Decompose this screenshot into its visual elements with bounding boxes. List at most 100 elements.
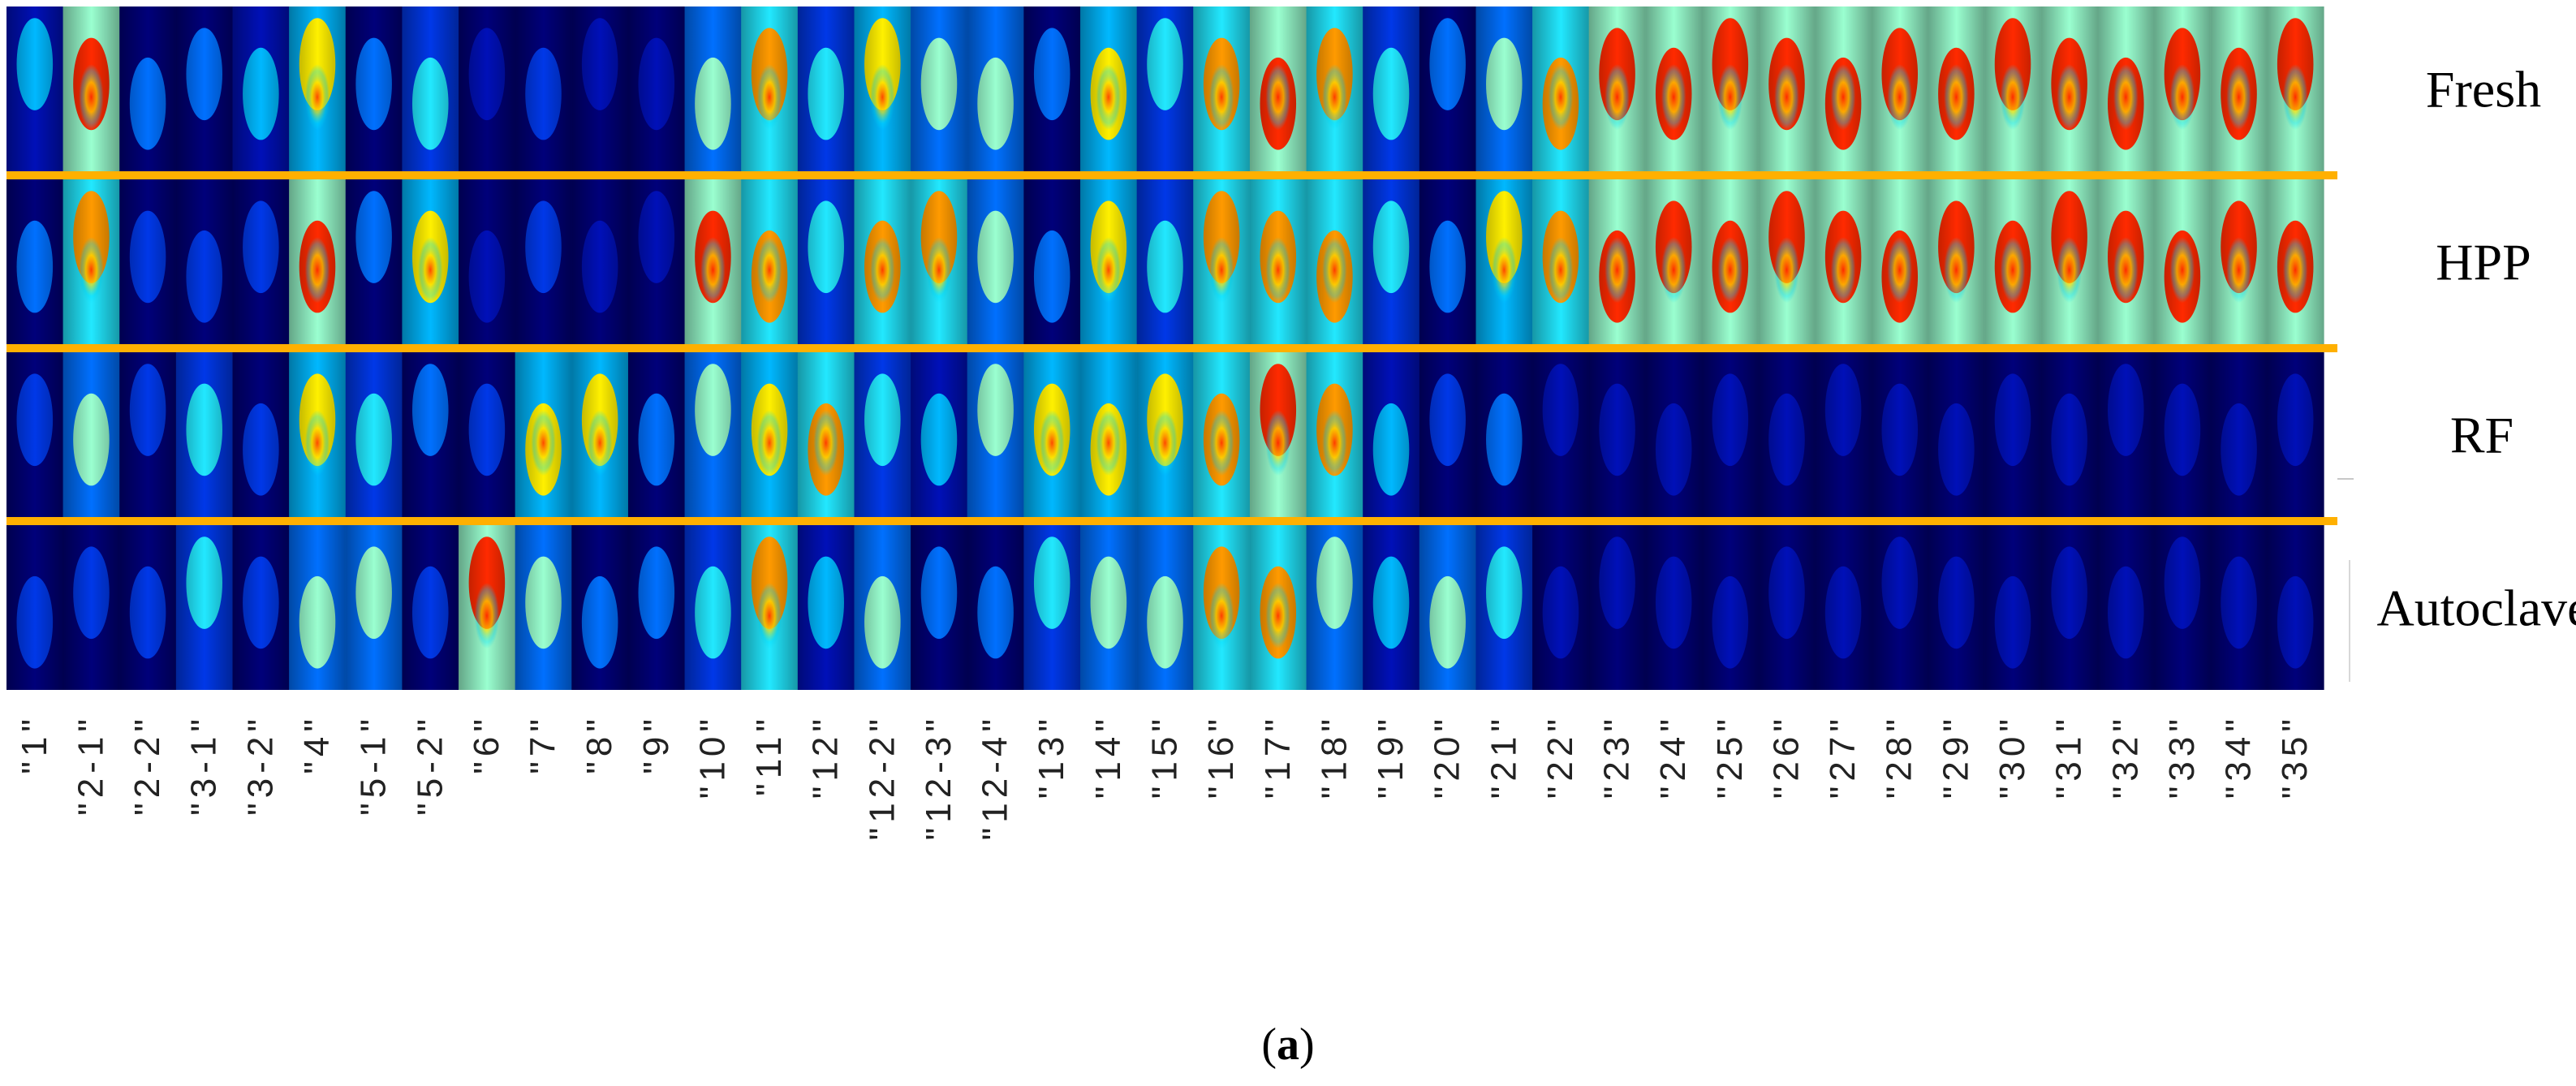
thermal-cell (911, 525, 968, 690)
thermal-cell (1363, 525, 1420, 690)
column-label: "21" (1484, 714, 1523, 799)
column-label: "23" (1597, 714, 1637, 799)
column-label: "35" (2275, 714, 2315, 799)
thermal-cell (1419, 6, 1477, 171)
thermal-cell (1023, 179, 1081, 344)
thermal-cell (967, 352, 1025, 517)
row-label-autoclave: Autoclave (2377, 580, 2576, 637)
thermal-cell (1588, 179, 1646, 344)
thermal-cell (345, 525, 403, 690)
thermal-cell (459, 6, 516, 171)
thermal-cell (1532, 179, 1590, 344)
thermal-cell (1815, 352, 1872, 517)
thermal-cell (1080, 6, 1138, 171)
thermal-cell (232, 6, 290, 171)
thermal-cell (1136, 525, 1194, 690)
thermal-cell (2040, 525, 2099, 690)
column-label: "31" (2049, 714, 2089, 799)
thermal-cell (175, 6, 234, 171)
thermal-cell (1136, 179, 1194, 344)
column-label: "18" (1314, 714, 1354, 799)
thermal-cell (402, 525, 459, 690)
thermal-cell (515, 525, 572, 690)
thermal-cell (2097, 179, 2155, 344)
thermal-cell (1645, 525, 1703, 690)
column-label: "5-2" (410, 714, 450, 816)
thermal-cell (1193, 6, 1251, 171)
thermal-cell (797, 352, 855, 517)
row-separator (6, 344, 2337, 352)
thermal-cell (2210, 525, 2268, 690)
thermal-cell (2097, 352, 2155, 517)
thermal-cell (2210, 179, 2268, 344)
thermal-cell (2267, 525, 2324, 690)
thermal-cell (1419, 525, 1477, 690)
column-label: "3-2" (240, 714, 280, 816)
thermal-cell (571, 525, 629, 690)
thermal-cell (1249, 6, 1307, 171)
thermal-cell (627, 6, 686, 171)
thermal-cell (1475, 179, 1533, 344)
column-label: "19" (1371, 714, 1411, 799)
row-separators (6, 171, 2337, 525)
thermal-cell (797, 179, 855, 344)
column-label: "22" (1540, 714, 1580, 799)
thermal-cell (62, 525, 120, 690)
row-separator (6, 517, 2337, 525)
thermal-cell (289, 352, 347, 517)
thermal-cell (289, 525, 347, 690)
thermal-cell (1758, 179, 1816, 344)
thermal-cell (684, 179, 742, 344)
column-label: "1" (15, 714, 54, 774)
thermal-cell (1758, 525, 1816, 690)
column-label: "5-1" (354, 714, 394, 816)
thermal-cell (1475, 525, 1533, 690)
row-label-rf: RF (2450, 407, 2514, 464)
thermal-cell (6, 179, 64, 344)
thermal-cell (1702, 525, 1760, 690)
thermal-cell (2154, 179, 2212, 344)
thermal-cell (2267, 179, 2324, 344)
thermal-cell (627, 179, 686, 344)
column-label: "28" (1880, 714, 1919, 799)
thermal-cell (6, 525, 64, 690)
thermal-cell (571, 179, 629, 344)
thermal-cell (232, 179, 290, 344)
thermal-cell (854, 6, 911, 171)
thermal-cell (1193, 525, 1251, 690)
thermal-cell (1645, 6, 1703, 171)
thermal-cell (1871, 525, 1929, 690)
thermal-cell (1023, 6, 1081, 171)
column-label: "7" (523, 714, 563, 774)
thermal-cell (684, 352, 742, 517)
column-label: "17" (1258, 714, 1298, 799)
thermal-cell (2040, 352, 2099, 517)
thermal-cell (1475, 6, 1533, 171)
thermal-cell (1532, 6, 1590, 171)
row-label-hpp: HPP (2436, 234, 2531, 291)
row-labels: Fresh HPP RF Autoclave (2337, 61, 2576, 682)
figure-caption: (a) (1261, 1019, 1315, 1070)
thermal-cell (1588, 6, 1646, 171)
column-label: "12-2" (862, 714, 902, 840)
thermal-cell (854, 525, 911, 690)
thermal-cell (1871, 6, 1929, 171)
column-label: "27" (1823, 714, 1863, 799)
thermal-cell (1249, 352, 1307, 517)
thermal-cell (515, 6, 572, 171)
thermal-cell (1758, 352, 1816, 517)
thermal-cell (402, 6, 459, 171)
thermal-cell (684, 6, 742, 171)
thermal-cell (1928, 525, 1985, 690)
thermal-cell (797, 6, 855, 171)
thermal-cell (854, 352, 911, 517)
thermal-cell (1815, 525, 1872, 690)
thermal-cell (1984, 525, 2042, 690)
thermal-cell (1815, 6, 1872, 171)
thermal-cell (119, 525, 177, 690)
thermal-cell (1363, 352, 1420, 517)
thermal-cell (1645, 179, 1703, 344)
column-label: "34" (2219, 714, 2259, 799)
thermal-cell (571, 352, 629, 517)
